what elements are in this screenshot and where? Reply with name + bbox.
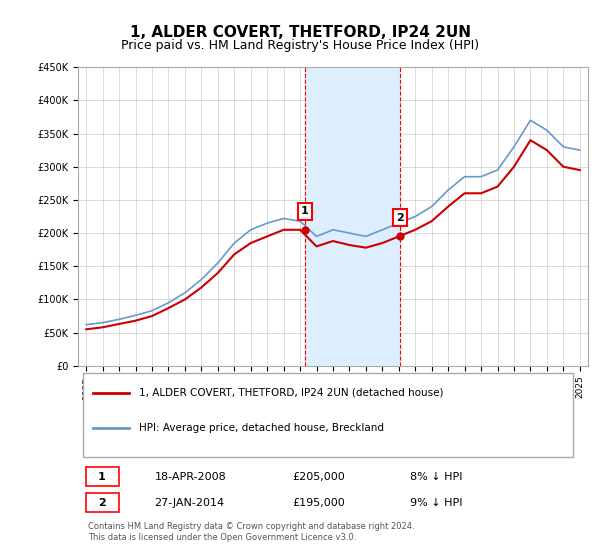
Text: Contains HM Land Registry data © Crown copyright and database right 2024.
This d: Contains HM Land Registry data © Crown c… (88, 522, 415, 542)
Text: Price paid vs. HM Land Registry's House Price Index (HPI): Price paid vs. HM Land Registry's House … (121, 39, 479, 52)
Text: 2: 2 (396, 213, 404, 223)
FancyBboxPatch shape (83, 372, 573, 458)
Text: HPI: Average price, detached house, Breckland: HPI: Average price, detached house, Brec… (139, 423, 384, 433)
Text: 1: 1 (98, 472, 106, 482)
Text: 2: 2 (98, 498, 106, 508)
Text: 1, ALDER COVERT, THETFORD, IP24 2UN: 1, ALDER COVERT, THETFORD, IP24 2UN (130, 25, 470, 40)
Text: £195,000: £195,000 (292, 498, 345, 508)
Text: 9% ↓ HPI: 9% ↓ HPI (409, 498, 462, 508)
Text: 18-APR-2008: 18-APR-2008 (155, 472, 226, 482)
Text: 8% ↓ HPI: 8% ↓ HPI (409, 472, 462, 482)
Text: 27-JAN-2014: 27-JAN-2014 (155, 498, 224, 508)
Text: 1: 1 (301, 206, 309, 216)
FancyBboxPatch shape (86, 493, 119, 512)
Text: £205,000: £205,000 (292, 472, 345, 482)
FancyBboxPatch shape (86, 467, 119, 487)
Text: 1, ALDER COVERT, THETFORD, IP24 2UN (detached house): 1, ALDER COVERT, THETFORD, IP24 2UN (det… (139, 388, 444, 398)
Bar (305, 67, 400, 366)
